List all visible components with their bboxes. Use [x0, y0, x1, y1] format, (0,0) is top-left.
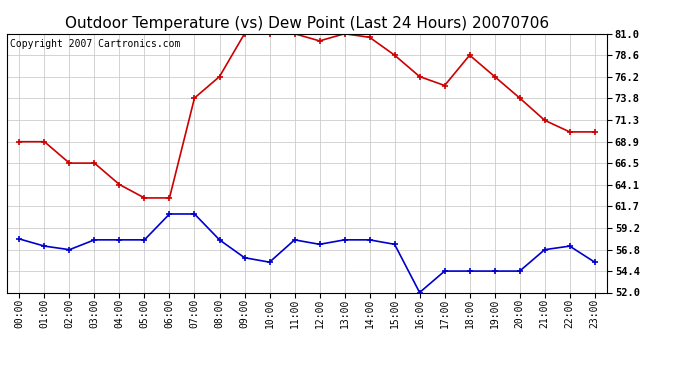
Text: Copyright 2007 Cartronics.com: Copyright 2007 Cartronics.com	[10, 39, 180, 49]
Title: Outdoor Temperature (vs) Dew Point (Last 24 Hours) 20070706: Outdoor Temperature (vs) Dew Point (Last…	[65, 16, 549, 31]
